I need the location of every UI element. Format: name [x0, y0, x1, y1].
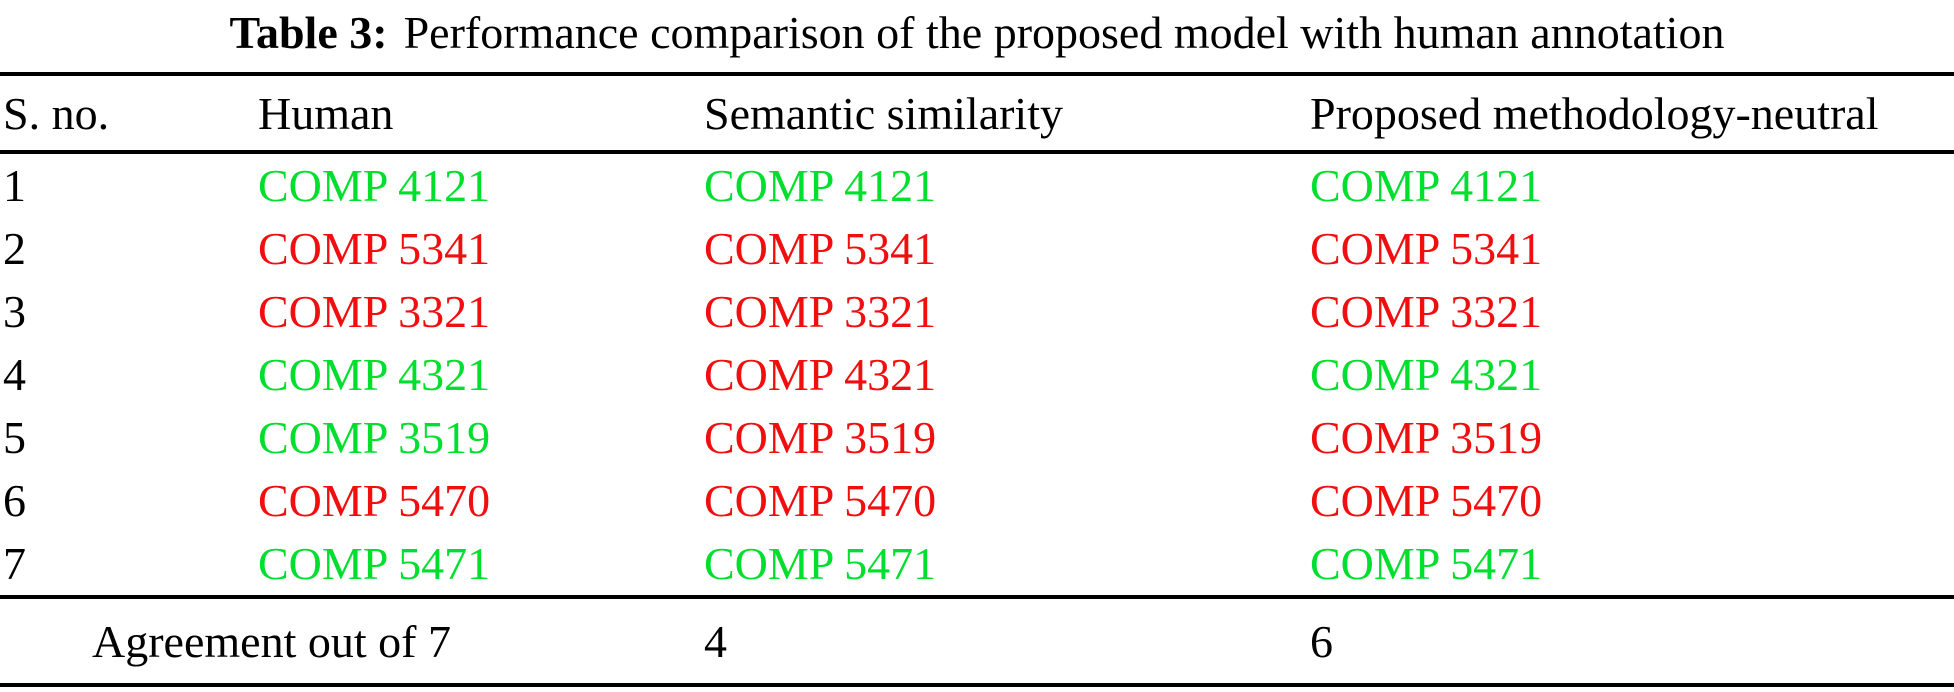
human-cell: COMP 4321 — [258, 349, 491, 400]
column-header-semantic-similarity: Semantic similarity — [704, 87, 1063, 139]
sno-cell: 4 — [3, 349, 26, 400]
column-header-sno: S. no. — [3, 87, 110, 139]
sno-cell: 6 — [3, 475, 26, 526]
table-caption-text: Performance comparison of the proposed m… — [403, 7, 1725, 58]
semantic-cell: COMP 4121 — [704, 160, 937, 211]
sno-cell: 5 — [3, 412, 26, 463]
human-cell: COMP 5471 — [258, 538, 491, 589]
semantic-cell: COMP 5471 — [704, 538, 937, 589]
sno-cell: 1 — [3, 160, 26, 211]
table-footer: Agreement out of 7 4 6 — [0, 597, 1954, 685]
table-row: 4 COMP 4321 COMP 4321 COMP 4321 — [0, 343, 1954, 406]
agreement-semantic-value: 4 — [704, 615, 727, 667]
sno-cell: 2 — [3, 223, 26, 274]
agreement-label: Agreement out of 7 — [92, 615, 451, 667]
table-caption-label: Table 3: — [229, 7, 388, 58]
proposed-cell: COMP 4321 — [1310, 349, 1543, 400]
table-row: 3 COMP 3321 COMP 3321 COMP 3321 — [0, 280, 1954, 343]
proposed-cell: COMP 5470 — [1310, 475, 1543, 526]
proposed-cell: COMP 5471 — [1310, 538, 1543, 589]
agreement-proposed-value: 6 — [1310, 615, 1333, 667]
performance-table: S. no. Human Semantic similarity Propose… — [0, 72, 1954, 687]
proposed-cell: COMP 3321 — [1310, 286, 1543, 337]
table-caption: Table 3: Performance comparison of the pr… — [0, 0, 1954, 59]
table-row: 2 COMP 5341 COMP 5341 COMP 5341 — [0, 217, 1954, 280]
semantic-cell: COMP 5470 — [704, 475, 937, 526]
header-row: S. no. Human Semantic similarity Propose… — [0, 74, 1954, 152]
human-cell: COMP 5470 — [258, 475, 491, 526]
column-header-human: Human — [258, 87, 394, 139]
table-row: 1 COMP 4121 COMP 4121 COMP 4121 — [0, 152, 1954, 217]
proposed-cell: COMP 5341 — [1310, 223, 1543, 274]
semantic-cell: COMP 3321 — [704, 286, 937, 337]
human-cell: COMP 3519 — [258, 412, 491, 463]
table-row: 6 COMP 5470 COMP 5470 COMP 5470 — [0, 469, 1954, 532]
semantic-cell: COMP 5341 — [704, 223, 937, 274]
column-header-proposed-methodology: Proposed methodology-neutral — [1310, 87, 1879, 139]
table-body: 1 COMP 4121 COMP 4121 COMP 4121 2 COMP 5… — [0, 152, 1954, 597]
footer-row: Agreement out of 7 4 6 — [0, 597, 1954, 685]
human-cell: COMP 5341 — [258, 223, 491, 274]
proposed-cell: COMP 4121 — [1310, 160, 1543, 211]
semantic-cell: COMP 3519 — [704, 412, 937, 463]
proposed-cell: COMP 3519 — [1310, 412, 1543, 463]
sno-cell: 7 — [3, 538, 26, 589]
human-cell: COMP 4121 — [258, 160, 491, 211]
sno-cell: 3 — [3, 286, 26, 337]
human-cell: COMP 3321 — [258, 286, 491, 337]
table-row: 7 COMP 5471 COMP 5471 COMP 5471 — [0, 532, 1954, 597]
table-row: 5 COMP 3519 COMP 3519 COMP 3519 — [0, 406, 1954, 469]
semantic-cell: COMP 4321 — [704, 349, 937, 400]
table-header: S. no. Human Semantic similarity Propose… — [0, 74, 1954, 152]
